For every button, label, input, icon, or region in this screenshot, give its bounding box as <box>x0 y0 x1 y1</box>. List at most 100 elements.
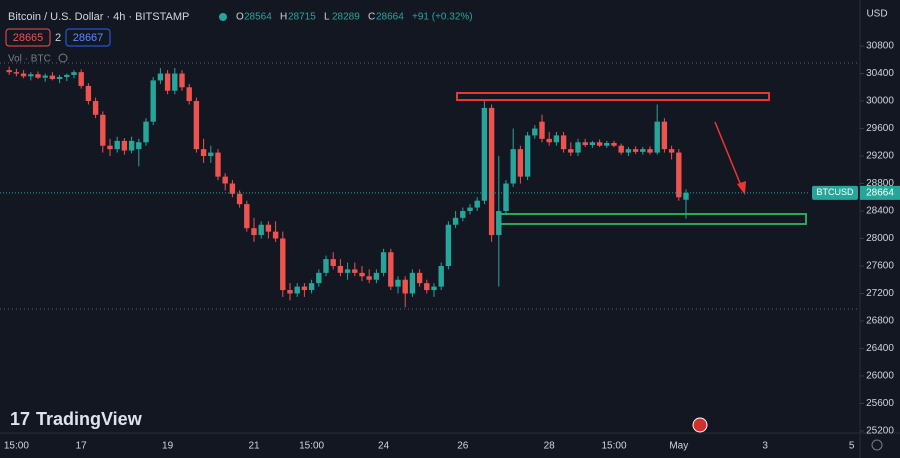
candle-body <box>28 74 34 77</box>
candle-body <box>683 192 689 200</box>
watermark-logo: 17 <box>10 409 30 429</box>
candle-body <box>409 272 416 294</box>
candle-body <box>6 70 12 73</box>
x-tick-label: 19 <box>162 441 174 452</box>
sell-price[interactable]: 28665 <box>13 32 44 44</box>
visibility-icon[interactable] <box>58 53 68 63</box>
watermark: TradingView <box>36 409 143 429</box>
x-tick-label: 15:00 <box>4 441 29 452</box>
x-tick-label: May <box>669 441 688 452</box>
candle-body <box>532 128 538 136</box>
candle-body <box>100 114 106 146</box>
trend-arrow <box>714 121 743 189</box>
y-tick-label: 28400 <box>866 206 894 217</box>
candle-body <box>546 138 552 143</box>
ohlc-value: 28664 <box>376 12 404 23</box>
candle-body <box>323 259 329 273</box>
candle-body <box>164 73 171 91</box>
currency[interactable]: USD <box>866 9 887 20</box>
y-tick-label: 25600 <box>866 398 894 409</box>
candle-body <box>589 142 596 146</box>
x-tick-label: 26 <box>457 441 469 452</box>
candle-body <box>431 286 437 291</box>
x-tick-label: 15:00 <box>601 441 626 452</box>
candle-body <box>107 145 113 150</box>
candle-body <box>388 252 394 287</box>
candle-body <box>136 142 142 150</box>
x-tick-label: 28 <box>544 441 556 452</box>
ohlc-key: C <box>368 12 375 23</box>
candle-body <box>186 87 192 102</box>
candle-body <box>236 193 243 205</box>
candle-body <box>416 272 423 284</box>
candle-body <box>143 121 149 143</box>
price-tag-label: 28664 <box>866 187 894 198</box>
candle-body <box>56 76 63 80</box>
candle-body <box>366 276 372 280</box>
candle-body <box>337 265 344 273</box>
settings-icon[interactable] <box>871 439 883 451</box>
candle-body <box>258 224 264 236</box>
sell-box[interactable] <box>5 28 51 47</box>
candle-body <box>568 149 574 153</box>
y-tick-label: 27600 <box>866 261 894 272</box>
ohlc-value: 28289 <box>332 12 360 23</box>
candle-body <box>625 149 632 153</box>
candle-body <box>503 183 509 212</box>
y-tick-label: 26400 <box>866 343 894 354</box>
x-tick-label: 15:00 <box>299 441 324 452</box>
x-tick-label: 5 <box>849 441 855 452</box>
candle-body <box>467 207 473 212</box>
ohlc-change: +91 (+0.32%) <box>412 12 473 23</box>
y-tick-label: 28000 <box>866 233 894 244</box>
candle-body <box>244 204 250 229</box>
candle-body <box>78 72 84 86</box>
y-tick-label: 29200 <box>866 151 894 162</box>
buy-box[interactable] <box>65 28 111 47</box>
candle-body <box>402 279 408 294</box>
ohlc-value: 28715 <box>288 12 316 23</box>
x-tick-label: 21 <box>248 441 260 452</box>
y-tick-label: 26000 <box>866 371 894 382</box>
candle-body <box>20 73 27 77</box>
candle-body <box>193 101 200 150</box>
candle-body <box>481 107 488 201</box>
candle-body <box>611 142 617 146</box>
event-flag[interactable] <box>692 417 708 433</box>
candle-body <box>373 272 380 280</box>
y-tick-label: 25200 <box>866 426 894 437</box>
y-tick-label: 28800 <box>866 178 894 189</box>
candle-body <box>316 272 322 284</box>
candle-body <box>229 183 236 194</box>
candle-body <box>582 142 588 146</box>
candle-body <box>330 259 336 266</box>
candle-body <box>496 211 502 236</box>
candle-body <box>452 217 459 225</box>
candle-body <box>200 149 207 157</box>
candle-body <box>157 73 164 81</box>
y-tick-label: 30000 <box>866 96 894 107</box>
candle-body <box>42 75 48 78</box>
buy-price[interactable]: 28667 <box>73 32 104 44</box>
x-tick-label: 24 <box>378 441 390 452</box>
candle-body <box>294 286 300 294</box>
volume-label: Vol · BTC <box>8 54 51 65</box>
chart-title: Bitcoin / U.S. Dollar · 4h · BITSTAMP <box>8 11 189 23</box>
candle-body <box>265 224 272 232</box>
candle-body <box>640 149 646 152</box>
resistance-zone <box>456 92 770 101</box>
candle-body <box>474 200 480 208</box>
candle-body <box>604 142 610 146</box>
candle-body <box>222 176 228 184</box>
ohlc-key: L <box>324 12 330 23</box>
symbol-label: BTCUSD <box>816 187 854 197</box>
candle-body <box>424 283 430 291</box>
ohlc-value: 28564 <box>244 12 272 23</box>
candle-body <box>287 290 293 294</box>
market-status-dot <box>219 13 227 21</box>
ohlc-key: O <box>236 12 244 23</box>
symbol-tag <box>812 185 858 200</box>
candle-body <box>92 101 99 115</box>
x-tick-label: 17 <box>76 441 88 452</box>
